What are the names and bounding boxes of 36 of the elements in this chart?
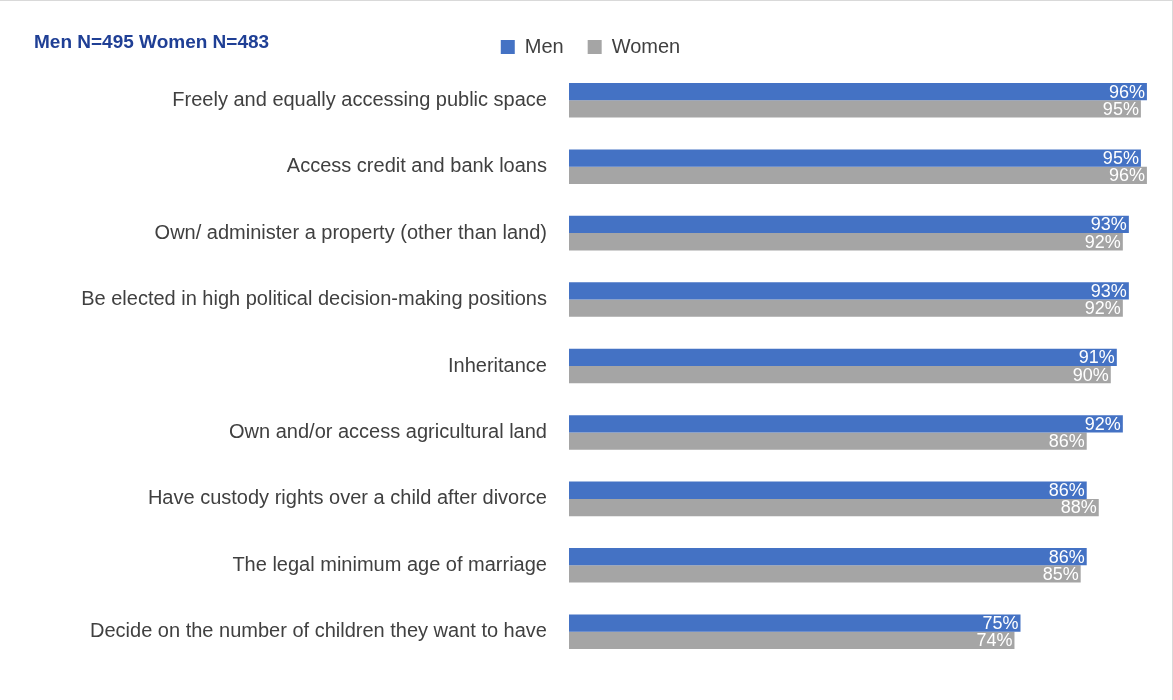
bar: [569, 415, 1123, 433]
bar: [569, 299, 1123, 317]
bar: [569, 233, 1123, 251]
data-label: 93%: [1090, 280, 1127, 301]
data-label: 96%: [1108, 165, 1145, 186]
legend-label: Men: [524, 34, 564, 57]
y-tick-label: Decide on the number of children they want to have: [90, 619, 547, 642]
bar: [569, 498, 1099, 517]
y-tick-label: Freely and equally accessing public space: [172, 87, 547, 110]
data-label: 95%: [1102, 148, 1139, 168]
data-label: 86%: [1048, 431, 1085, 452]
y-tick-label: Be elected in high political decision-making positions: [81, 287, 547, 310]
bar: [569, 366, 1111, 384]
y-tick-label: Inheritance: [448, 353, 547, 376]
y-tick-label: Own and/or access agricultural land: [229, 419, 547, 442]
data-label: 92%: [1084, 413, 1121, 434]
y-tick-label: Own/ administer a property (other than land): [154, 220, 547, 243]
bar: [569, 282, 1129, 300]
bar: [569, 614, 1021, 632]
bar: [569, 215, 1129, 234]
bar: [569, 166, 1147, 184]
legend-label: Women: [611, 34, 681, 57]
bar: [569, 82, 1147, 101]
y-tick-label: Have custody rights over a child after divorce: [147, 486, 547, 509]
bar: [569, 100, 1141, 118]
text: Men N=495 Women N=483: [34, 31, 270, 53]
bar: [569, 565, 1081, 583]
y-tick-label: Access credit and bank loans: [286, 154, 547, 177]
bar: [569, 548, 1087, 566]
bar: [569, 631, 1015, 650]
bar: [569, 348, 1117, 366]
bar: [569, 481, 1087, 499]
y-tick-label: The legal minimum age of marriage: [232, 552, 547, 575]
data-label: 92%: [1084, 298, 1121, 319]
bar: [569, 149, 1141, 167]
bar: [569, 432, 1087, 450]
